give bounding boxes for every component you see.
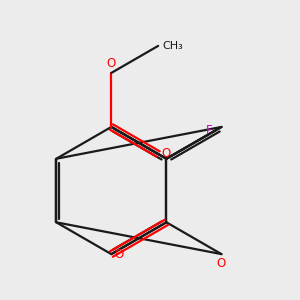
- Text: O: O: [107, 57, 116, 70]
- Text: O: O: [217, 257, 226, 270]
- Text: CH₃: CH₃: [163, 41, 183, 51]
- Text: O: O: [161, 148, 171, 160]
- Text: F: F: [206, 124, 213, 136]
- Text: O: O: [115, 248, 124, 261]
